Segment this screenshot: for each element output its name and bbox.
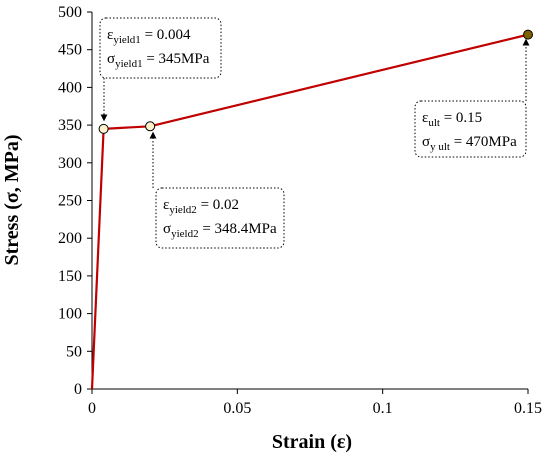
y-tick-label: 350 (58, 117, 82, 134)
annotation-text: σy ult = 470MPa (422, 134, 517, 153)
annotation-symbol: ε (107, 27, 113, 43)
axes (91, 12, 528, 390)
y-tick-label: 150 (58, 268, 82, 285)
y-tick-label: 450 (58, 42, 82, 59)
x-axis-label: Strain (ε) (272, 431, 352, 453)
tick-layer: 0 50 100 150 200 250 300 350 400 450 500 0 0.05 0.1 0.… (58, 4, 542, 417)
x-tick-label: 0.05 (223, 400, 251, 417)
annotation-symbol: σ (107, 51, 115, 67)
annotation-symbol: ε (422, 110, 428, 126)
annotation-subscript: yield2 (169, 204, 197, 216)
annotation-value: = 345MPa (143, 51, 210, 67)
data-point (523, 29, 533, 40)
annotation-subscript: yield1 (115, 58, 143, 70)
annotation-subscript: y ult (430, 141, 450, 153)
y-tick-label: 200 (58, 230, 82, 247)
annotation-callout: εult = 0.15 σy ult = 470MPa (414, 38, 530, 158)
y-tick-label: 50 (66, 343, 82, 360)
x-tick-label: 0.15 (514, 400, 542, 417)
annotation-box (414, 100, 527, 158)
x-tick-label: 0.1 (373, 400, 393, 417)
data-point (145, 121, 156, 132)
annotation-text: εyield1 = 0.004 (107, 27, 191, 46)
y-tick-label: 250 (58, 193, 82, 210)
annotation-box (155, 187, 285, 249)
annotation-symbol: σ (163, 221, 171, 237)
y-tick-label: 300 (58, 155, 82, 172)
annotation-box (99, 17, 222, 79)
annotation-subscript: yield2 (171, 228, 199, 240)
series-line (90, 33, 529, 390)
annotation-value: = 348.4MPa (199, 221, 277, 237)
annotation-value: = 0.004 (141, 27, 191, 43)
y-tick-label: 100 (58, 306, 82, 323)
series-layer (90, 33, 529, 390)
annotation-value: = 470MPa (450, 134, 517, 150)
data-point (98, 123, 109, 134)
y-tick-label: 400 (58, 79, 82, 96)
annotation-text: εult = 0.15 (422, 110, 482, 129)
y-axis-label: Stress (σ, MPa) (1, 134, 23, 265)
y-tick-label: 500 (58, 4, 82, 21)
x-tick-label: 0 (88, 400, 96, 417)
annotation-subscript: ult (428, 117, 440, 129)
annotation-text: σyield1 = 345MPa (107, 51, 210, 70)
annotation-text: σyield2 = 348.4MPa (163, 221, 277, 240)
annotation-symbol: ε (163, 197, 169, 213)
annotation-text: εyield2 = 0.02 (163, 197, 239, 216)
annotation-value: = 0.02 (197, 197, 239, 213)
annotation-subscript: yield1 (113, 34, 141, 46)
y-tick-label: 0 (74, 381, 82, 398)
annotation-symbol: σ (422, 134, 430, 150)
annotation-value: = 0.15 (440, 110, 482, 126)
marker-layer (98, 29, 533, 134)
